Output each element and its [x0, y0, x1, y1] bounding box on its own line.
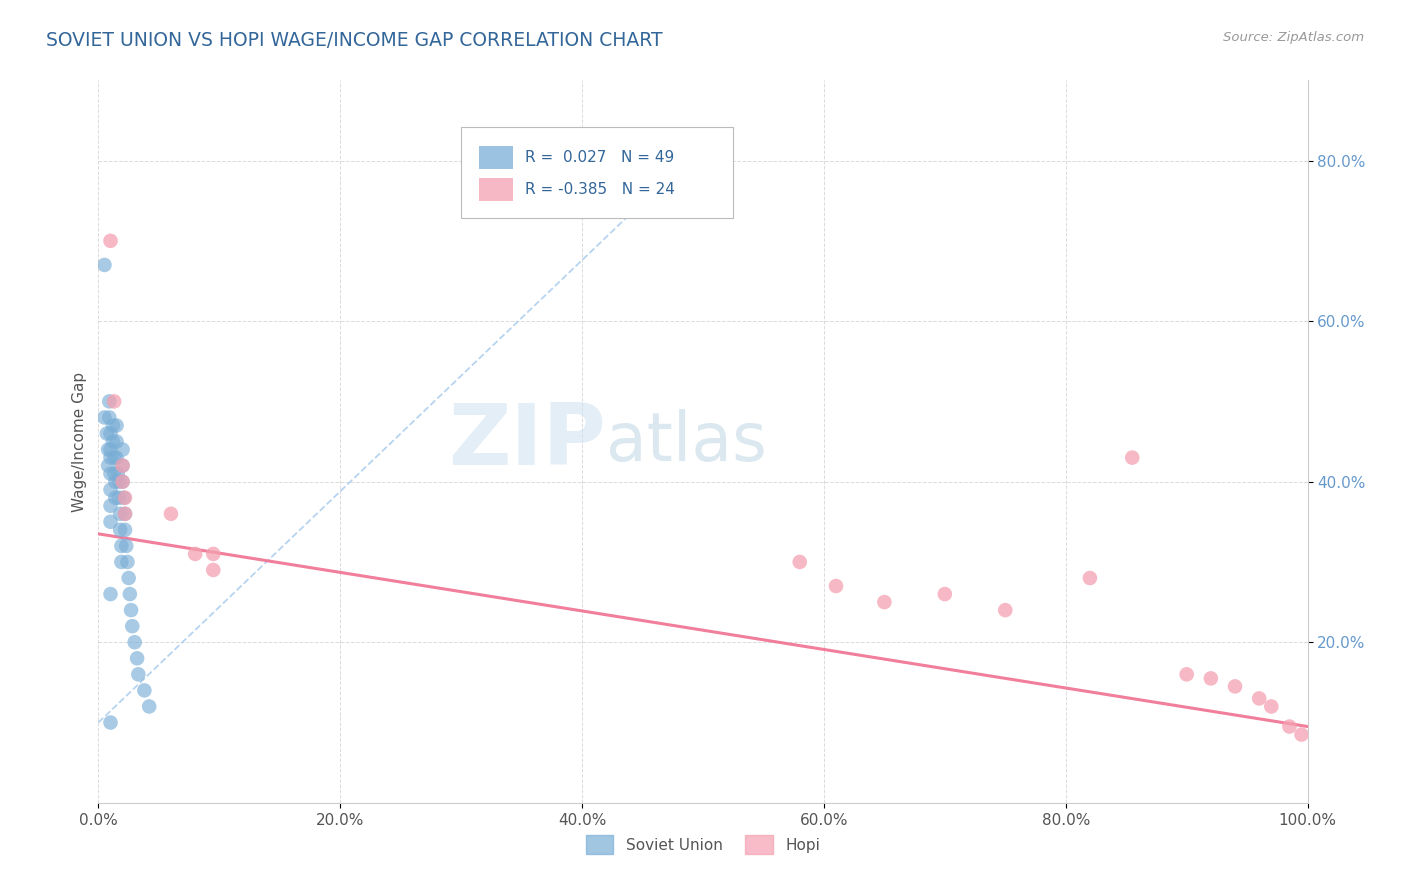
Point	[124, 635, 146, 649]
Text: ZIP: ZIP	[449, 400, 606, 483]
Point	[101, 434, 124, 449]
Point	[100, 587, 122, 601]
Point	[111, 458, 134, 473]
Point	[1291, 728, 1313, 742]
Point	[104, 491, 127, 505]
Point	[100, 515, 122, 529]
Point	[105, 450, 128, 465]
Point	[100, 483, 122, 497]
Point	[105, 434, 128, 449]
Y-axis label: Wage/Income Gap: Wage/Income Gap	[72, 371, 87, 512]
Text: R =  0.027   N = 49: R = 0.027 N = 49	[526, 150, 675, 165]
Point	[111, 442, 134, 457]
Point	[1078, 571, 1101, 585]
Point	[108, 523, 131, 537]
Point	[97, 442, 120, 457]
FancyBboxPatch shape	[461, 128, 734, 218]
Point	[111, 475, 134, 489]
Point	[202, 547, 225, 561]
Point	[1278, 719, 1301, 733]
Point	[98, 394, 121, 409]
Point	[994, 603, 1017, 617]
Point	[115, 539, 138, 553]
Point	[1260, 699, 1282, 714]
Point	[202, 563, 225, 577]
Point	[100, 234, 122, 248]
Point	[1249, 691, 1271, 706]
Point	[110, 555, 132, 569]
Point	[873, 595, 896, 609]
Point	[114, 507, 136, 521]
Point	[108, 491, 131, 505]
Point	[100, 715, 122, 730]
Point	[934, 587, 956, 601]
Point	[1175, 667, 1198, 681]
Point	[93, 410, 115, 425]
Point	[160, 507, 183, 521]
Point	[114, 523, 136, 537]
Point	[100, 499, 122, 513]
Text: SOVIET UNION VS HOPI WAGE/INCOME GAP CORRELATION CHART: SOVIET UNION VS HOPI WAGE/INCOME GAP COR…	[46, 31, 664, 50]
Point	[127, 667, 149, 681]
Point	[96, 426, 118, 441]
Point	[108, 507, 131, 521]
Point	[1199, 671, 1222, 685]
Point	[100, 450, 122, 465]
Point	[114, 491, 136, 505]
Point	[100, 442, 122, 457]
Point	[104, 475, 127, 489]
Point	[100, 467, 122, 481]
Text: Source: ZipAtlas.com: Source: ZipAtlas.com	[1223, 31, 1364, 45]
Point	[103, 467, 125, 481]
Point	[118, 571, 141, 585]
Point	[127, 651, 149, 665]
Point	[108, 475, 131, 489]
Point	[107, 467, 129, 481]
Point	[93, 258, 115, 272]
Point	[111, 458, 134, 473]
Point	[98, 410, 121, 425]
Point	[105, 418, 128, 433]
Bar	[479, 178, 513, 201]
Point	[118, 587, 141, 601]
Text: atlas: atlas	[606, 409, 768, 475]
Point	[114, 507, 136, 521]
Point	[103, 450, 125, 465]
Bar	[479, 146, 513, 169]
Point	[1121, 450, 1143, 465]
Point	[100, 426, 122, 441]
Point	[789, 555, 811, 569]
Point	[111, 475, 134, 489]
Point	[1223, 680, 1246, 694]
Point	[117, 555, 139, 569]
Point	[112, 491, 135, 505]
Text: R = -0.385   N = 24: R = -0.385 N = 24	[526, 182, 675, 197]
Point	[825, 579, 848, 593]
Point	[134, 683, 156, 698]
Legend: Soviet Union, Hopi: Soviet Union, Hopi	[579, 830, 827, 860]
Point	[120, 603, 142, 617]
Point	[184, 547, 207, 561]
Point	[101, 418, 124, 433]
Point	[110, 539, 132, 553]
Point	[121, 619, 143, 633]
Point	[103, 394, 125, 409]
Point	[138, 699, 160, 714]
Point	[97, 458, 120, 473]
